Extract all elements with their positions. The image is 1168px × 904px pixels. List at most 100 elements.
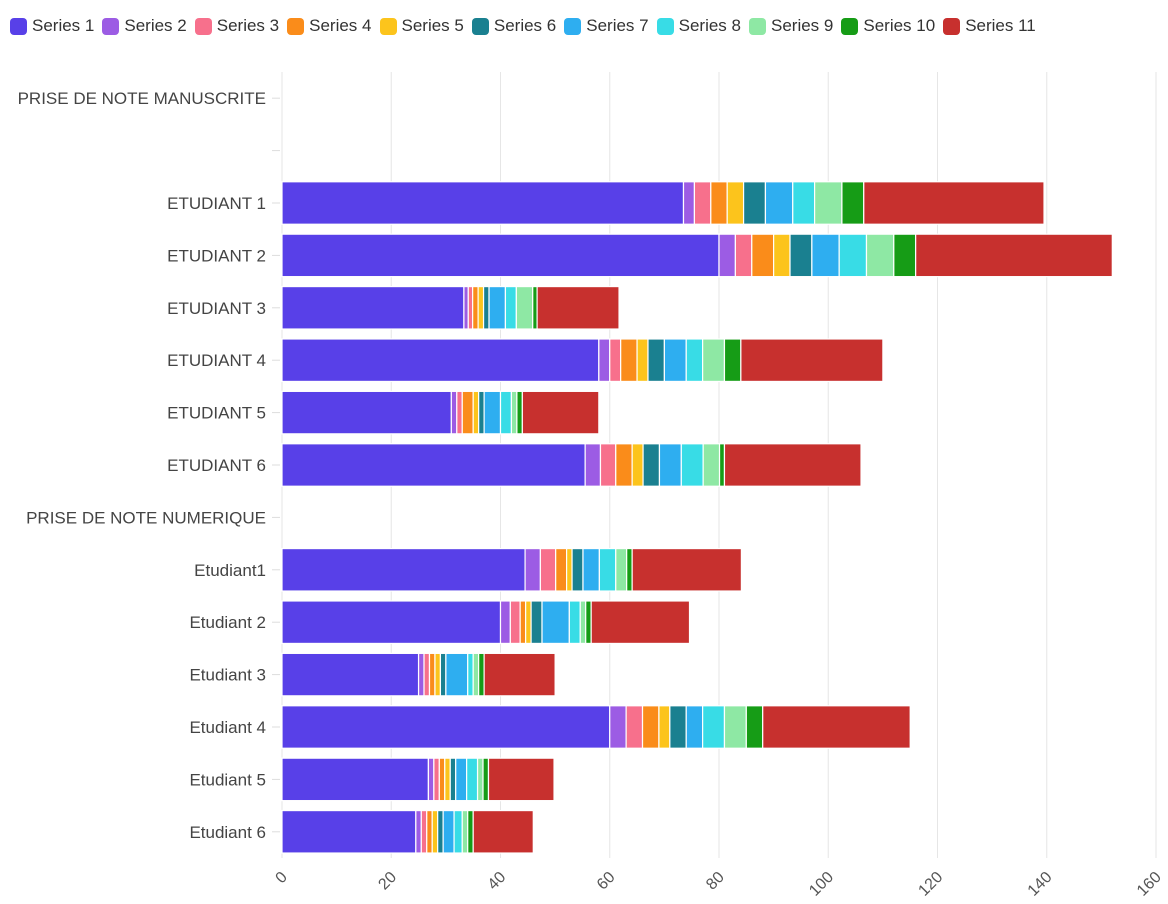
bar-segment: [631, 547, 742, 592]
bar-segment: [536, 285, 620, 330]
bar-segment: [438, 757, 446, 802]
bar-segment: [641, 705, 660, 749]
bar-segment: [789, 233, 813, 278]
bar-segment: [585, 600, 592, 645]
x-tick-label: 140: [1025, 869, 1056, 900]
category-label: Etudiant1: [194, 561, 266, 580]
x-tick-label: 0: [273, 869, 291, 887]
legend-label: Series 1: [32, 16, 95, 35]
bar-segment: [281, 547, 526, 592]
bar-segment: [609, 338, 622, 383]
legend-item[interactable]: Series 4: [287, 16, 372, 36]
bar-segment: [742, 181, 767, 225]
bar-segment: [499, 390, 513, 435]
bar-segment: [281, 652, 420, 697]
bar-segment: [685, 338, 704, 383]
legend-swatch: [102, 17, 120, 35]
bar-segment: [718, 233, 736, 278]
bar-segment: [455, 757, 468, 802]
bar-segment: [598, 547, 617, 592]
legend-item[interactable]: Series 10: [841, 16, 935, 36]
legend-swatch: [564, 17, 582, 35]
bar-segment: [525, 600, 532, 645]
legend-item[interactable]: Series 11: [943, 16, 1036, 36]
bar-segment: [734, 233, 753, 278]
bar-segment: [745, 705, 764, 749]
legend-label: Series 10: [863, 16, 936, 35]
bar-segment: [472, 809, 534, 854]
bar-segment: [710, 181, 728, 225]
bar-segment: [415, 809, 422, 854]
category-label: ETUDIANT 2: [167, 246, 266, 265]
legend-swatch: [749, 17, 766, 35]
bar-segment: [450, 390, 458, 435]
legend-item[interactable]: Series 7: [564, 16, 649, 36]
legend-swatch: [656, 17, 674, 35]
category-label: PRISE DE NOTE MANUSCRITE: [18, 89, 266, 108]
legend-label: Series 11: [965, 16, 1036, 35]
x-tick-label: 40: [485, 869, 510, 894]
category-label: ETUDIANT 5: [167, 404, 266, 423]
bar-segment: [467, 285, 474, 330]
legend-item[interactable]: Series 3: [194, 16, 280, 36]
legend-item[interactable]: Series 2: [102, 16, 187, 36]
bar-segment: [626, 547, 633, 592]
legend-item[interactable]: Series 8: [656, 16, 741, 36]
legend-item[interactable]: Series 9: [749, 16, 833, 36]
legend-label: Series 6: [493, 16, 557, 35]
bar-segment: [281, 233, 720, 278]
bar-segment: [685, 705, 704, 749]
bar-segment: [472, 390, 480, 435]
x-tick-label: 80: [703, 869, 728, 894]
bar-segment: [281, 181, 685, 225]
bar-segment: [915, 233, 1113, 278]
category-label: Etudiant 5: [189, 770, 266, 789]
bar-segment: [841, 181, 865, 225]
bar-segment: [478, 390, 485, 435]
category-label: ETUDIANT 3: [167, 299, 266, 318]
legend-label: Series 7: [586, 16, 649, 35]
bar-segment: [751, 233, 775, 278]
legend-swatch: [10, 17, 27, 35]
bar-segment: [702, 705, 726, 749]
legend-item[interactable]: Series 5: [379, 16, 464, 36]
x-tick-label: 60: [594, 869, 619, 894]
bar-segment: [599, 443, 617, 487]
bar-segment: [488, 285, 507, 330]
bar-segment: [466, 757, 479, 802]
bar-segment: [718, 443, 726, 487]
bar-segment: [598, 338, 611, 383]
bar-segment: [463, 285, 469, 330]
legend-swatch: [841, 17, 859, 35]
bar-segment: [461, 809, 469, 854]
bar-segment: [582, 547, 600, 592]
bar-segment: [504, 285, 517, 330]
bar-segment: [433, 757, 440, 802]
bar-segment: [813, 181, 843, 225]
x-tick-label: 20: [375, 869, 400, 894]
bar-segment: [524, 547, 541, 592]
bar-segment: [456, 390, 463, 435]
bar-segment: [439, 652, 447, 697]
legend-item[interactable]: Series 1: [10, 16, 94, 36]
bar-segment: [631, 443, 644, 487]
bar-segment: [530, 600, 543, 645]
legend-swatch: [943, 17, 961, 35]
bar-segment: [281, 443, 586, 487]
bar-segment: [467, 809, 474, 854]
bar-segment: [658, 705, 671, 749]
category-label: Etudiant 2: [189, 613, 266, 632]
bar-segment: [281, 705, 611, 749]
bar-segment: [281, 390, 452, 435]
legend-label: Series 3: [216, 16, 280, 35]
bar-segment: [281, 809, 417, 854]
bar-segment: [281, 600, 502, 645]
bar-segment: [476, 757, 484, 802]
bar-segment: [682, 181, 696, 225]
bar-segment: [893, 233, 917, 278]
bar-segment: [467, 652, 474, 697]
legend-item[interactable]: Series 6: [471, 16, 557, 36]
bar-segment: [584, 443, 602, 487]
bar-segment: [590, 600, 691, 645]
